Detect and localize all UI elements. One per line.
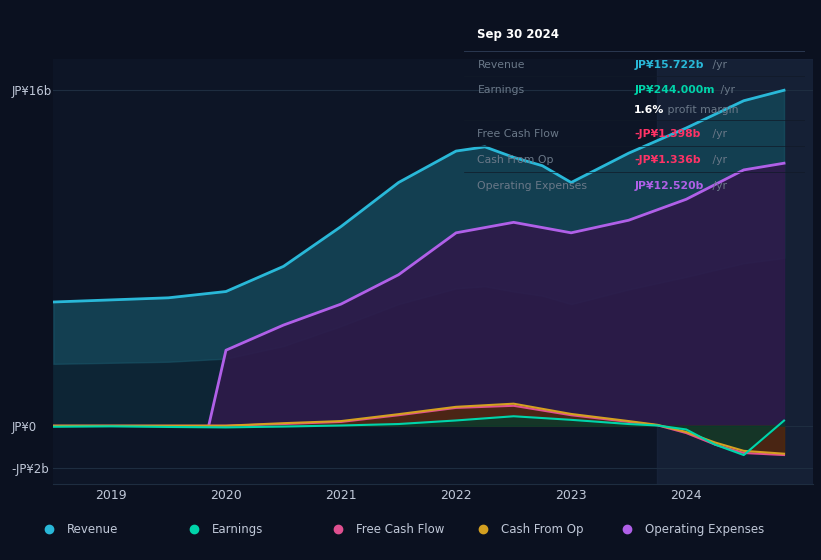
- Text: Earnings: Earnings: [478, 85, 525, 95]
- Text: Free Cash Flow: Free Cash Flow: [356, 523, 445, 536]
- Text: Operating Expenses: Operating Expenses: [478, 181, 588, 191]
- Text: profit margin: profit margin: [664, 105, 739, 115]
- Text: JP¥12.520b: JP¥12.520b: [635, 181, 704, 191]
- Text: Cash From Op: Cash From Op: [478, 155, 554, 165]
- Text: Earnings: Earnings: [212, 523, 264, 536]
- Text: /yr: /yr: [717, 85, 735, 95]
- Text: -JP¥1.336b: -JP¥1.336b: [635, 155, 701, 165]
- Text: Operating Expenses: Operating Expenses: [645, 523, 764, 536]
- Text: Cash From Op: Cash From Op: [501, 523, 583, 536]
- Text: /yr: /yr: [709, 155, 727, 165]
- Bar: [658, 59, 813, 484]
- Text: Free Cash Flow: Free Cash Flow: [478, 129, 559, 139]
- Text: Revenue: Revenue: [478, 59, 525, 69]
- Text: 1.6%: 1.6%: [635, 105, 664, 115]
- Text: JP¥244.000m: JP¥244.000m: [635, 85, 715, 95]
- Text: Sep 30 2024: Sep 30 2024: [478, 28, 559, 41]
- Text: -JP¥1.398b: -JP¥1.398b: [635, 129, 700, 139]
- Text: /yr: /yr: [709, 129, 727, 139]
- Text: /yr: /yr: [709, 181, 727, 191]
- Text: /yr: /yr: [709, 59, 727, 69]
- Text: JP¥15.722b: JP¥15.722b: [635, 59, 704, 69]
- Text: Revenue: Revenue: [67, 523, 119, 536]
